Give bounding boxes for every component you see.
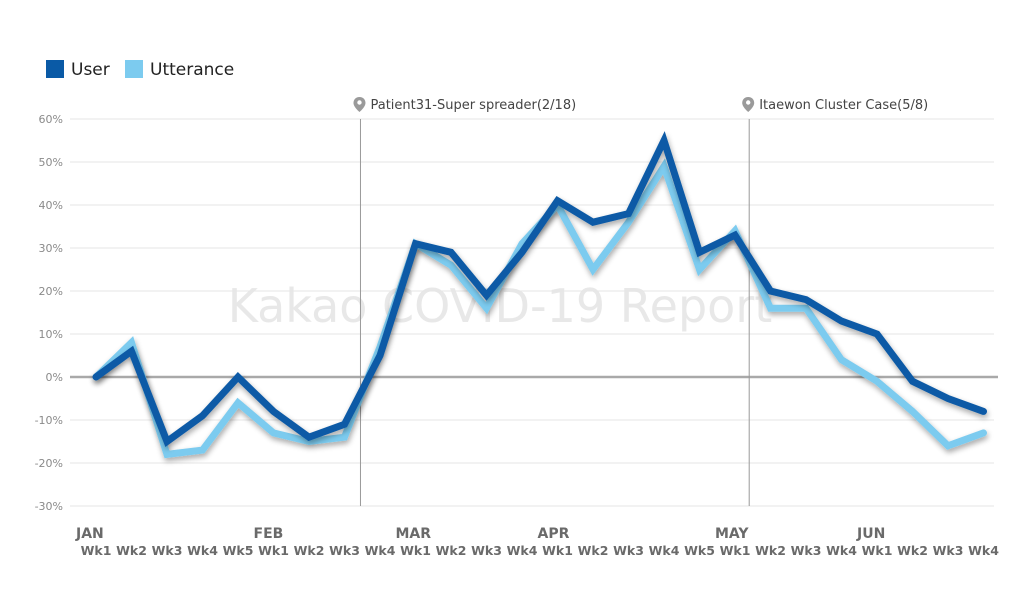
week-label: Wk4	[826, 543, 857, 558]
month-label: APR	[538, 526, 570, 542]
week-label: Wk5	[223, 543, 254, 558]
month-label: MAY	[715, 526, 749, 542]
week-label: Wk1	[81, 543, 112, 558]
annotation-label: Itaewon Cluster Case(5/8)	[759, 98, 928, 113]
map-pin-icon	[742, 97, 755, 112]
week-label: Wk3	[613, 543, 644, 558]
week-label: Wk3	[329, 543, 360, 558]
week-label: Wk2	[578, 543, 609, 558]
week-label: Wk1	[862, 543, 893, 558]
week-label: Wk1	[258, 543, 289, 558]
y-tick-label: 20%	[39, 285, 63, 298]
y-tick-label: 10%	[39, 328, 63, 341]
annotation-label: Patient31-Super spreader(2/18)	[370, 98, 576, 113]
week-label: Wk1	[542, 543, 573, 558]
week-label: Wk3	[471, 543, 502, 558]
week-label: Wk4	[968, 543, 999, 558]
annotations: Patient31-Super spreader(2/18) Itaewon Cl…	[353, 97, 928, 506]
legend-label-user: User	[71, 60, 110, 80]
y-tick-label: -10%	[35, 414, 63, 427]
month-label: JUN	[856, 526, 885, 542]
week-label: Wk3	[152, 543, 183, 558]
week-label: Wk2	[436, 543, 467, 558]
y-tick-label: 60%	[39, 113, 63, 126]
legend-label-utterance: Utterance	[150, 60, 234, 80]
map-pin-icon	[353, 97, 366, 112]
week-label: Wk2	[294, 543, 325, 558]
month-label: MAR	[396, 526, 432, 542]
week-label: Wk4	[365, 543, 396, 558]
y-tick-label: 40%	[39, 199, 63, 212]
month-label: FEB	[254, 526, 284, 542]
series-line-user	[92, 131, 987, 447]
legend: User Utterance	[46, 60, 234, 80]
week-label: Wk1	[400, 543, 431, 558]
week-label: Wk4	[649, 543, 680, 558]
week-label: Wk1	[720, 543, 751, 558]
week-label: Wk3	[933, 543, 964, 558]
week-label: Wk4	[507, 543, 538, 558]
month-label: JAN	[75, 526, 104, 542]
week-label: Wk3	[791, 543, 822, 558]
legend-swatch-utterance	[125, 60, 143, 78]
week-label: Wk2	[897, 543, 928, 558]
week-label: Wk5	[684, 543, 715, 558]
y-tick-label: 50%	[39, 156, 63, 169]
y-tick-label: 0%	[46, 371, 63, 384]
week-label: Wk4	[187, 543, 218, 558]
legend-swatch-user	[46, 60, 64, 78]
y-tick-label: -30%	[35, 500, 63, 513]
week-label: Wk2	[755, 543, 786, 558]
y-tick-label: 30%	[39, 242, 63, 255]
series-lines	[92, 131, 987, 459]
y-tick-label: -20%	[35, 457, 63, 470]
week-label: Wk2	[116, 543, 147, 558]
